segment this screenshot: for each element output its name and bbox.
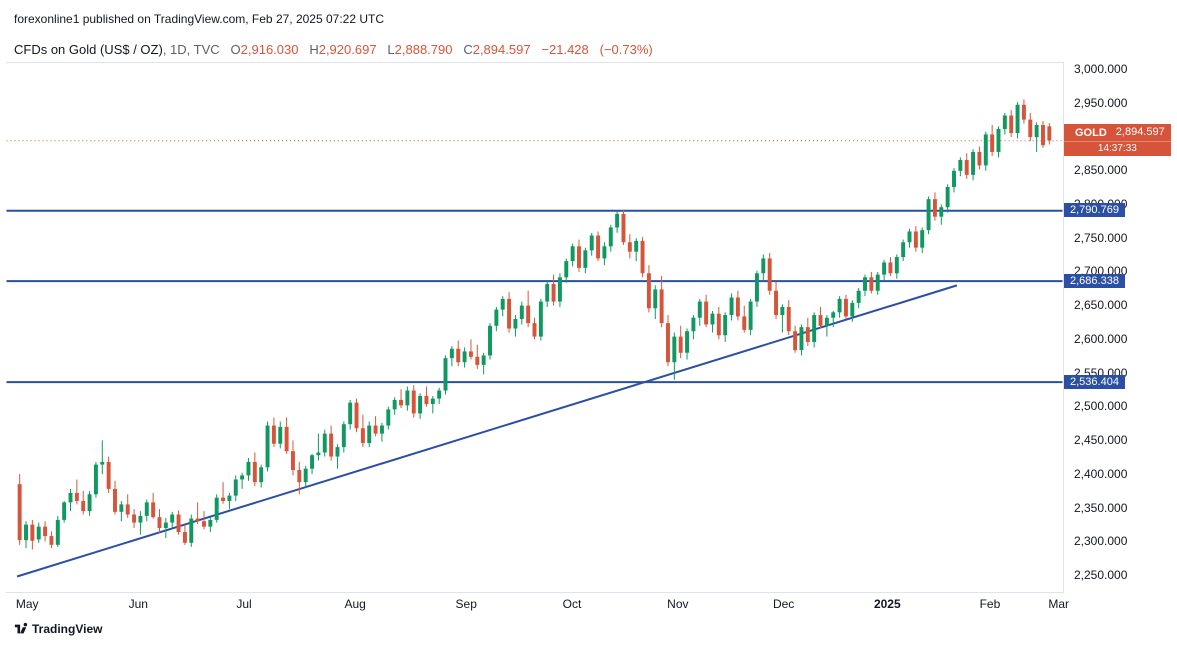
chart-title-bar: CFDs on Gold (US$ / OZ), 1D, TVC O2,916.… <box>14 42 653 57</box>
candlestick-svg <box>6 63 1063 592</box>
y-tick: 2,850.000 <box>1074 163 1127 177</box>
y-tick: 2,450.000 <box>1074 433 1127 447</box>
h-value: 2,920.697 <box>319 42 377 57</box>
price-axis[interactable]: 2,250.000 2,300.000 2,350.000 2,400.000 2,45… <box>1064 62 1174 592</box>
y-tick: 2,750.000 <box>1074 231 1127 245</box>
change-pct: (−0.73%) <box>600 42 653 57</box>
x-tick: Mar <box>1048 597 1069 611</box>
interval: 1D <box>170 42 187 57</box>
c-label: C <box>463 42 472 57</box>
y-tick: 2,650.000 <box>1074 298 1127 312</box>
chart-plot-area[interactable] <box>6 62 1064 592</box>
y-tick: 2,600.000 <box>1074 332 1127 346</box>
support-resistance-tag: 2,686.338 <box>1064 274 1125 288</box>
x-tick: Dec <box>773 597 794 611</box>
publish-info: forexonline1 published on TradingView.co… <box>14 12 384 26</box>
support-resistance-tag: 2,790.769 <box>1064 203 1125 217</box>
y-tick: 2,500.000 <box>1074 399 1127 413</box>
tv-logo-icon <box>14 622 28 636</box>
y-tick: 2,350.000 <box>1074 501 1127 515</box>
change-value: −21.428 <box>541 42 588 57</box>
x-tick: 2025 <box>874 597 901 611</box>
time-axis[interactable]: MayJunJulAugSepOctNovDec2025FebMar <box>6 592 1064 614</box>
x-tick: Nov <box>667 597 688 611</box>
support-resistance-tag: 2,536.404 <box>1064 375 1125 389</box>
y-tick: 2,250.000 <box>1074 568 1127 582</box>
y-tick: 2,300.000 <box>1074 534 1127 548</box>
h-label: H <box>309 42 318 57</box>
o-label: O <box>231 42 241 57</box>
x-tick: Feb <box>980 597 1001 611</box>
x-tick: Jul <box>236 597 251 611</box>
current-price-tag: GOLD2,894.59714:37:33 <box>1064 124 1171 156</box>
l-label: L <box>387 42 394 57</box>
x-tick: Aug <box>344 597 365 611</box>
x-tick: Oct <box>563 597 582 611</box>
o-value: 2,916.030 <box>241 42 299 57</box>
l-value: 2,888.790 <box>395 42 453 57</box>
x-tick: Jun <box>129 597 148 611</box>
x-tick: May <box>16 597 39 611</box>
x-tick: Sep <box>456 597 477 611</box>
exchange: TVC <box>194 42 220 57</box>
y-tick: 3,000.000 <box>1074 62 1127 76</box>
symbol-name: CFDs on Gold (US$ / OZ) <box>14 42 163 57</box>
c-value: 2,894.597 <box>473 42 531 57</box>
y-tick: 2,950.000 <box>1074 96 1127 110</box>
tradingview-logo: TradingView <box>14 622 102 636</box>
y-tick: 2,400.000 <box>1074 467 1127 481</box>
